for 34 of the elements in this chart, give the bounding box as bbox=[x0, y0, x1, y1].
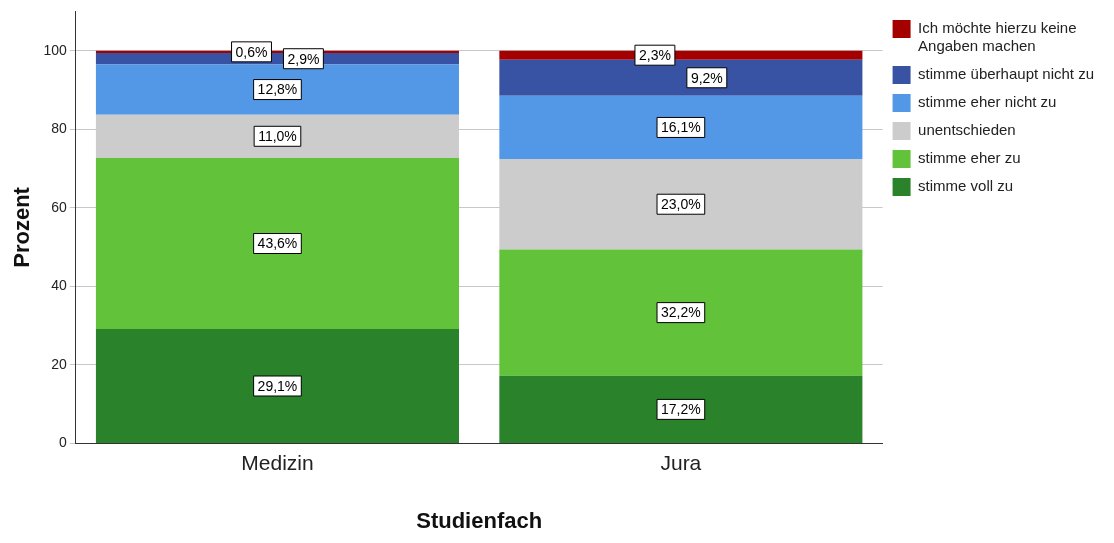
x-tick-label: Jura bbox=[660, 450, 702, 474]
data-label: 29,1% bbox=[257, 377, 298, 394]
bar bbox=[499, 95, 863, 160]
y-tick-label: 60 bbox=[51, 198, 67, 215]
data-label: 43,6% bbox=[257, 235, 298, 252]
legend-label: stimme eher nicht zu bbox=[918, 93, 1057, 111]
legend-label: stimme voll zu bbox=[918, 177, 1014, 195]
x-axis-title: Studienfach bbox=[416, 507, 543, 533]
x-tick-label: Medizin bbox=[241, 450, 314, 474]
data-label: 0,6% bbox=[235, 43, 268, 60]
y-tick-label: 0 bbox=[58, 434, 67, 451]
data-label: 2,9% bbox=[287, 50, 320, 67]
data-label: 17,2% bbox=[661, 401, 701, 418]
y-axis-title: Prozent bbox=[9, 186, 35, 268]
bar bbox=[499, 249, 863, 376]
bar bbox=[499, 375, 863, 443]
data-label: 2,3% bbox=[638, 47, 671, 64]
legend-label: unentschieden bbox=[918, 121, 1016, 139]
data-label: 16,1% bbox=[661, 119, 701, 136]
y-tick-label: 100 bbox=[43, 41, 67, 58]
bar bbox=[95, 157, 459, 330]
legend-label: stimme eher zu bbox=[918, 149, 1021, 167]
data-label: 23,0% bbox=[661, 196, 701, 213]
y-tick-label: 40 bbox=[51, 277, 67, 294]
data-label: 11,0% bbox=[258, 128, 297, 145]
legend-label: stimme überhaupt nicht zu bbox=[918, 65, 1094, 83]
data-label: 9,2% bbox=[690, 69, 723, 86]
bar bbox=[95, 64, 459, 115]
y-tick-label: 20 bbox=[51, 355, 67, 372]
legend-label: Ich möchte hierzu keine Angaben machen bbox=[918, 19, 1077, 55]
bar bbox=[95, 329, 459, 443]
data-label: 12,8% bbox=[257, 81, 298, 98]
y-tick-label: 80 bbox=[51, 120, 67, 137]
data-label: 32,2% bbox=[661, 304, 701, 321]
